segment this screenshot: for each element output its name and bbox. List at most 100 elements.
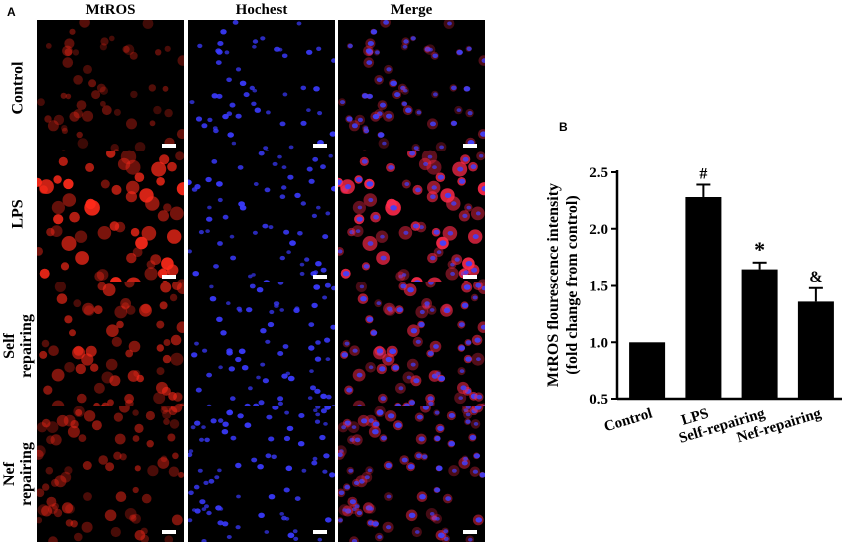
cell-signal bbox=[97, 226, 112, 240]
nucleus bbox=[324, 282, 331, 288]
nucleus bbox=[427, 154, 433, 159]
micrograph-image bbox=[338, 406, 485, 542]
nucleus bbox=[313, 408, 318, 412]
cell-signal bbox=[125, 159, 141, 175]
nucleus bbox=[299, 271, 305, 276]
nucleus bbox=[317, 537, 323, 542]
nucleus bbox=[217, 520, 224, 526]
nucleus bbox=[356, 372, 363, 378]
nucleus bbox=[286, 250, 291, 255]
nucleus bbox=[213, 264, 219, 269]
scale-bar bbox=[313, 530, 327, 534]
cell-signal bbox=[156, 320, 165, 329]
nucleus bbox=[366, 181, 374, 187]
cell-signal bbox=[153, 105, 162, 115]
cell-signal bbox=[146, 440, 154, 448]
nucleus bbox=[324, 337, 331, 343]
cell-signal bbox=[84, 200, 100, 216]
cell-signal bbox=[98, 455, 108, 465]
cell-signal bbox=[156, 344, 164, 352]
nucleus bbox=[402, 44, 408, 49]
nucleus bbox=[470, 164, 477, 170]
nucleus bbox=[229, 102, 236, 108]
nucleus bbox=[226, 535, 232, 539]
cell-signal bbox=[104, 509, 117, 522]
nucleus bbox=[475, 517, 483, 523]
nucleus bbox=[473, 453, 481, 459]
cell-signal bbox=[90, 363, 99, 372]
cell-signal bbox=[91, 90, 101, 100]
nucleus bbox=[410, 362, 416, 367]
nucleus bbox=[403, 88, 408, 93]
nucleus bbox=[386, 67, 392, 72]
nucleus bbox=[369, 507, 374, 511]
nucleus bbox=[355, 176, 363, 183]
nucleus bbox=[341, 425, 346, 430]
cell-signal bbox=[72, 49, 80, 56]
nucleus bbox=[195, 387, 202, 393]
nucleus bbox=[423, 161, 429, 166]
nucleus bbox=[325, 211, 331, 216]
nucleus bbox=[342, 508, 347, 512]
nucleus bbox=[260, 36, 266, 41]
column-header-merge: Merge bbox=[390, 2, 433, 18]
cell-signal bbox=[62, 45, 73, 57]
nucleus bbox=[376, 348, 384, 354]
nucleus bbox=[216, 316, 223, 322]
cell-signal bbox=[81, 521, 93, 533]
nucleus bbox=[385, 462, 392, 469]
nucleus bbox=[360, 296, 367, 302]
cell-signal bbox=[129, 514, 137, 522]
nucleus bbox=[368, 197, 374, 203]
cell-signal bbox=[77, 138, 89, 149]
micrograph-image bbox=[39, 282, 184, 418]
nucleus bbox=[430, 121, 436, 127]
nucleus bbox=[257, 464, 264, 470]
nucleus bbox=[188, 249, 192, 254]
nucleus bbox=[439, 145, 444, 150]
nucleus bbox=[436, 465, 443, 472]
nucleus bbox=[315, 412, 321, 417]
cell-signal bbox=[37, 517, 43, 524]
cell-signal bbox=[176, 182, 184, 196]
nucleus bbox=[363, 264, 370, 269]
nucleus bbox=[218, 507, 224, 511]
cell-signal bbox=[63, 178, 74, 190]
nucleus bbox=[304, 257, 310, 262]
cell-signal bbox=[140, 527, 148, 535]
micrograph-lps-merge bbox=[338, 151, 485, 287]
nucleus bbox=[354, 504, 360, 509]
nucleus bbox=[344, 484, 350, 490]
cell-signal bbox=[132, 409, 139, 416]
nucleus bbox=[376, 77, 383, 83]
nucleus bbox=[294, 496, 301, 501]
nucleus bbox=[265, 453, 272, 459]
nucleus bbox=[226, 301, 231, 306]
cell-signal bbox=[151, 161, 167, 177]
nucleus bbox=[390, 205, 397, 211]
nucleus bbox=[472, 295, 478, 300]
nucleus bbox=[205, 176, 212, 183]
nucleus bbox=[293, 536, 299, 541]
nucleus bbox=[222, 113, 229, 120]
cell-signal bbox=[97, 282, 107, 291]
cell-signal bbox=[161, 257, 174, 270]
cell-signal bbox=[169, 419, 180, 429]
cell-signal bbox=[82, 110, 94, 122]
micrograph-nef-repairing-mtros bbox=[37, 406, 184, 542]
nucleus bbox=[306, 49, 313, 55]
x-tick-label: LPS bbox=[680, 406, 711, 429]
nucleus bbox=[451, 85, 457, 91]
cell-signal bbox=[172, 282, 182, 291]
cell-signal bbox=[60, 262, 70, 271]
cell-signal bbox=[41, 505, 53, 517]
nucleus bbox=[212, 126, 218, 131]
nucleus bbox=[416, 414, 423, 420]
nucleus bbox=[314, 419, 321, 424]
column-header-mtros: MtROS bbox=[85, 2, 136, 18]
cell-signal bbox=[93, 305, 103, 315]
nucleus bbox=[470, 393, 478, 399]
nucleus bbox=[297, 231, 303, 236]
nucleus bbox=[207, 117, 213, 123]
cell-signal bbox=[153, 392, 166, 405]
